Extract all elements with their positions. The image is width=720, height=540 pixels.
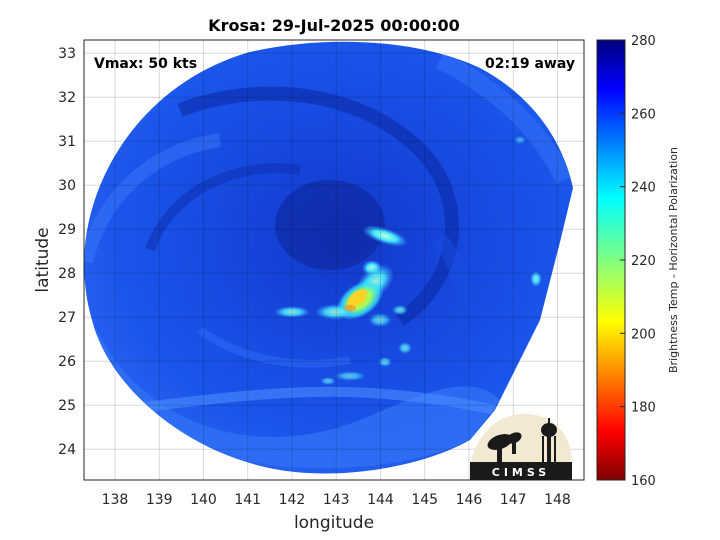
- x-tick-label: 139: [146, 492, 173, 508]
- plot-area: 138 139 140 141 142 143 144 145 146 147 148 24 25 26…: [33, 39, 585, 533]
- y-tick-label: 33: [58, 46, 76, 62]
- colorbar-tick-label: 240: [631, 181, 656, 196]
- x-tick-label: 142: [279, 492, 306, 508]
- y-tick-label: 25: [58, 398, 76, 414]
- y-tick-label: 32: [58, 90, 76, 106]
- x-axis-label: longitude: [294, 513, 374, 533]
- axes-box: [83, 39, 585, 481]
- colorbar-tick-label: 200: [631, 327, 656, 342]
- y-tick-label: 30: [58, 178, 76, 194]
- x-tick-label: 145: [411, 492, 438, 508]
- colorbar-tick-labels: 160 180 200 220 240 260 280: [620, 34, 656, 489]
- y-tick-label: 24: [58, 442, 76, 458]
- y-tick-label: 27: [58, 310, 76, 326]
- y-tick-label: 29: [58, 222, 76, 238]
- x-tick-label: 147: [500, 492, 527, 508]
- y-tick-labels: 24 25 26 27 28 29 30 31 32 33: [58, 46, 76, 458]
- y-tick-label: 28: [58, 266, 76, 282]
- x-tick-label: 138: [102, 492, 129, 508]
- x-tick-label: 148: [544, 492, 571, 508]
- colorbar-tick-label: 280: [631, 34, 656, 49]
- x-tick-label: 140: [190, 492, 217, 508]
- colorbar-tick-label: 220: [631, 254, 656, 269]
- colorbar-tick-label: 160: [631, 474, 656, 489]
- x-tick-label: 146: [456, 492, 483, 508]
- x-tick-label: 143: [323, 492, 350, 508]
- x-tick-labels: 138 139 140 141 142 143 144 145 146 147 148: [102, 492, 571, 508]
- y-axis-label: latitude: [33, 227, 53, 292]
- satellite-dish-icon: [487, 432, 522, 462]
- figure-title: Krosa: 29-Jul-2025 00:00:00: [208, 16, 460, 35]
- y-tick-label: 26: [58, 354, 76, 370]
- gridlines: [84, 40, 584, 480]
- colorbar: 160 180 200 220 240 260 280 Brightness Temp - …: [596, 34, 680, 489]
- water-tower-icon: [541, 418, 557, 462]
- cimss-logo-text: CIMSS: [492, 466, 550, 479]
- x-tick-label: 144: [367, 492, 394, 508]
- time-away-annotation: 02:19 away: [485, 56, 575, 72]
- colorbar-tick-label: 260: [631, 107, 656, 122]
- microwave-swath: [84, 41, 573, 474]
- vmax-annotation: Vmax: 50 kts: [94, 56, 197, 72]
- x-tick-label: 141: [234, 492, 261, 508]
- colorbar-tick-label: 180: [631, 401, 656, 416]
- cimss-logo: CIMSS: [470, 414, 572, 480]
- y-tick-label: 31: [58, 134, 76, 150]
- colorbar-label: Brightness Temp - Horizontal Polarizatio…: [667, 147, 680, 373]
